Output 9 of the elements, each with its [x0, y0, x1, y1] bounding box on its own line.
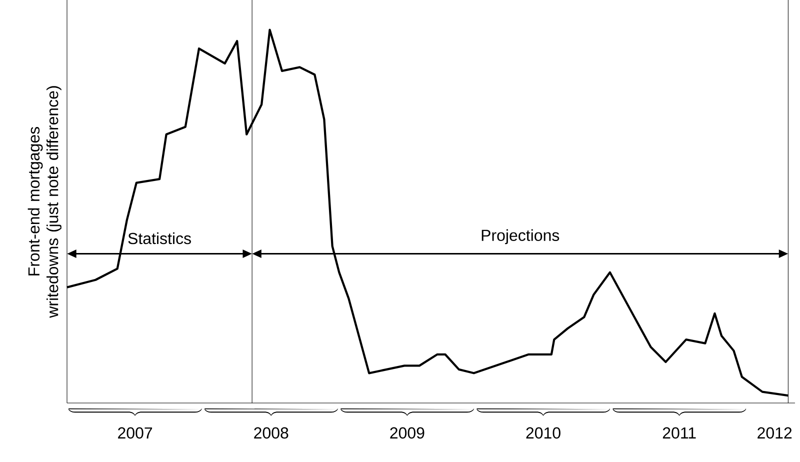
x-tick-label: 2010: [526, 427, 560, 439]
x-tick-label: 2009: [390, 427, 424, 439]
x-tick-label: 2012: [758, 427, 792, 439]
x-tick-label: 2011: [662, 427, 696, 439]
x-tick-label: 2008: [254, 427, 288, 439]
y-axis-title: Front-end mortgages writedowns (just note difference): [28, 86, 62, 318]
annotation: Projections: [482, 229, 560, 244]
annotation: Statistics: [128, 232, 191, 244]
x-tick-label: 2007: [118, 427, 152, 439]
